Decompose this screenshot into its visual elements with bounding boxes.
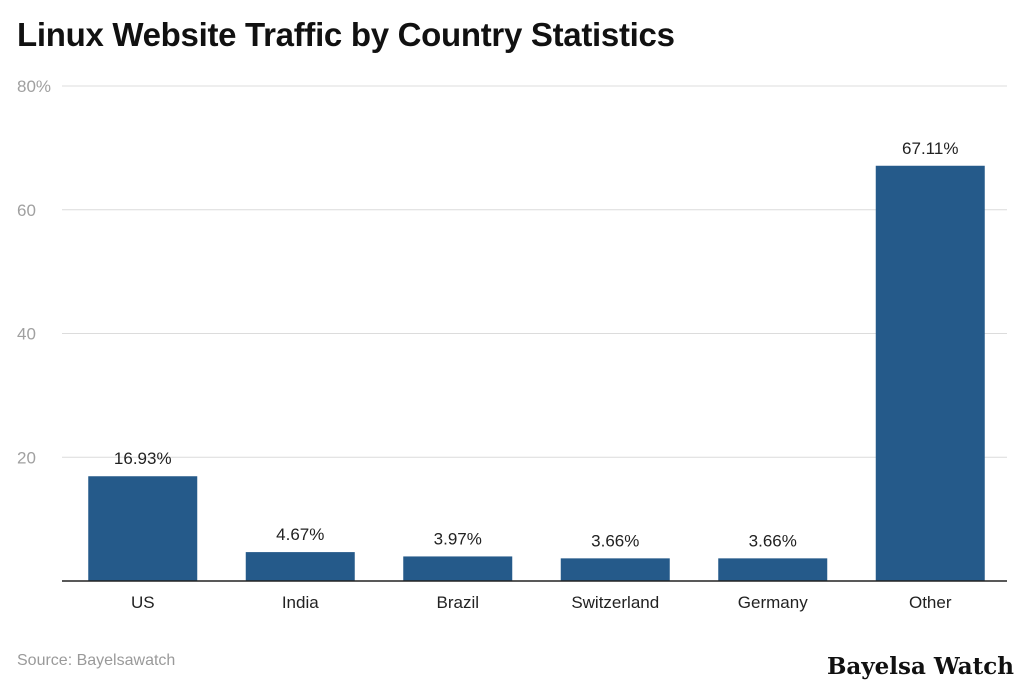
data-label: 3.66% [591,531,639,550]
x-tick-label: Other [909,593,952,612]
bar-brazil [403,556,513,581]
bar-us [88,476,198,581]
source-note: Source: Bayelsawatch [17,652,176,669]
data-label: 3.66% [749,531,797,550]
data-label: 16.93% [114,449,172,468]
bar-other [875,165,985,581]
x-tick-label: Germany [738,593,808,612]
y-tick-label: 20 [17,448,36,467]
data-label: 67.11% [902,139,958,158]
x-tick-label: India [282,593,319,612]
x-tick-label: Brazil [436,593,479,612]
brand-logo: Bayelsa Watch [826,653,1014,680]
x-tick-label: Switzerland [571,593,659,612]
y-tick-label: 60 [17,201,36,220]
bar-switzerland [560,558,670,581]
bar-india [245,552,355,581]
data-label: 4.67% [276,525,324,544]
y-tick-label: 40 [17,325,36,344]
x-tick-label: US [131,593,155,612]
y-tick-label: 80% [17,77,51,96]
data-label: 3.97% [434,529,482,548]
chart-title: Linux Website Traffic by Country Statist… [17,16,675,53]
bar-germany [718,558,828,581]
